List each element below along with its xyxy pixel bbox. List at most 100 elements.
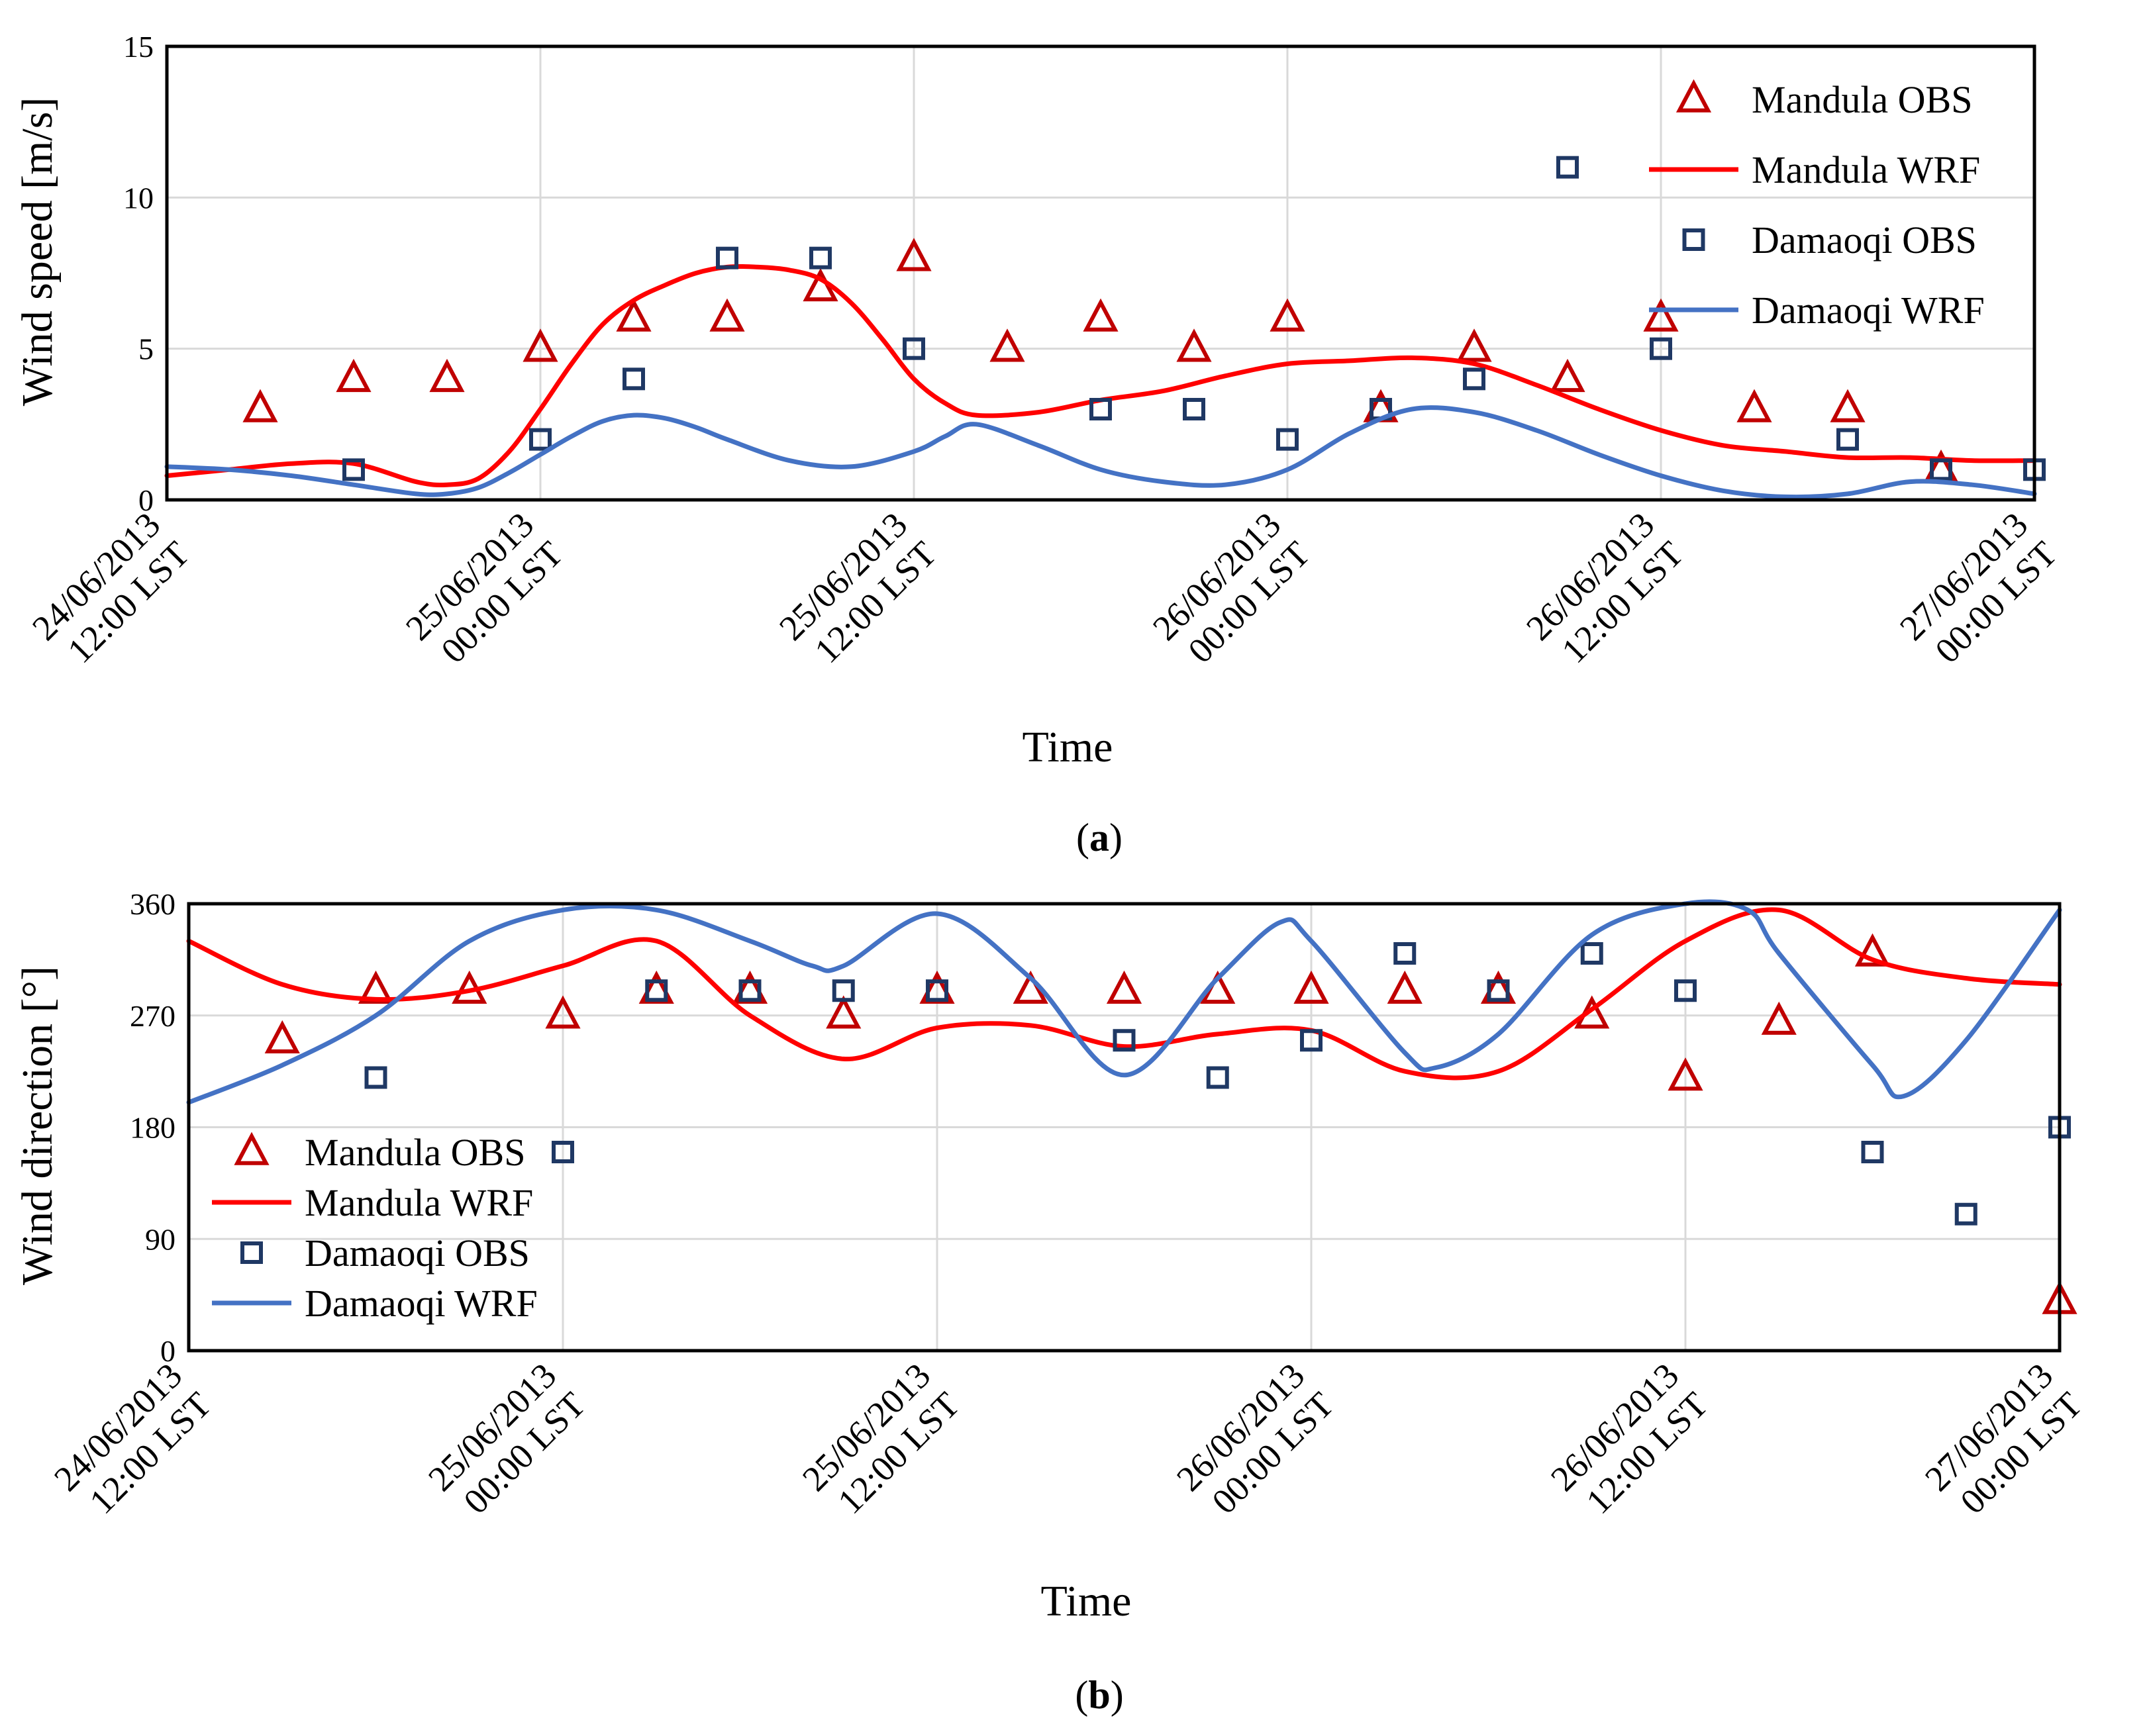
panel-letter-b: b [1088, 1673, 1110, 1717]
damaoqi-obs-point [623, 367, 645, 391]
x-axis-title-b: Time [1041, 1577, 1132, 1625]
damaoqi-obs-point [1580, 942, 1603, 965]
legend-b: Mandula OBS Mandula WRF Damaoqi OBS Damaoqi… [212, 1131, 538, 1325]
mandula-obs-point [1176, 328, 1212, 362]
damaoqi-obs-point [1276, 428, 1299, 451]
damaoqi-obs-point [529, 428, 552, 451]
y-tick-label: 0 [138, 483, 154, 517]
damaoqi-obs-point [1463, 367, 1485, 391]
mandula-obs-point [1456, 328, 1492, 362]
plot-frame-b [187, 902, 2062, 1353]
mandula-obs-point [1761, 1001, 1797, 1035]
series-group-b [186, 899, 2077, 1314]
mandula-obs-point [1293, 970, 1329, 1004]
damaoqi-wrf-line [164, 405, 2037, 500]
y-tick-label: 180 [130, 1111, 175, 1145]
mandula-obs-point [826, 995, 862, 1029]
legend-swatch-mandula-obs [1675, 79, 1712, 113]
y-tick-label: 0 [160, 1334, 175, 1368]
mandula-obs-point [1854, 933, 1891, 967]
mandula-obs-point [1387, 970, 1423, 1004]
legend-label-damaoqi-obs: Damaoqi OBS [1752, 218, 1977, 262]
damaoqi-obs-point [1089, 398, 1112, 420]
mandula-obs-point [429, 358, 465, 393]
damaoqi-obs-point [552, 1141, 574, 1163]
plot-frame-a [165, 44, 2036, 502]
damaoqi-obs-point [1393, 942, 1417, 965]
damaoqi-obs-point [926, 979, 948, 1002]
mandula-obs-point [523, 328, 558, 362]
legend-swatch-damaoqi-obs [1682, 228, 1705, 251]
damaoqi-obs-point [716, 246, 738, 269]
mandula-wrf-line [186, 907, 2062, 1081]
mandula-obs-point [989, 328, 1025, 362]
damaoqi-obs-markers [364, 942, 2071, 1226]
damaoqi-obs-point [1650, 337, 1672, 360]
damaoqi-obs-point [645, 979, 668, 1002]
mandula-wrf-line [164, 264, 2037, 488]
mandula-obs-point [1668, 1057, 1703, 1091]
grid-b [189, 904, 2060, 1351]
damaoqi-obs-point [903, 337, 925, 360]
legend-swatch-mandula-obs [234, 1132, 270, 1165]
damaoqi-obs-point [1954, 1202, 1977, 1226]
mandula-obs-markers [242, 238, 1959, 483]
damaoqi-obs-point [1206, 1066, 1229, 1089]
legend-label-mandula-obs: Mandula OBS [1752, 78, 1973, 121]
y-tick-labels-a: 0 5 10 15 [123, 30, 154, 517]
legend-swatch-damaoqi-obs [240, 1241, 263, 1264]
mandula-obs-point [1106, 970, 1142, 1004]
damaoqi-obs-point [1674, 979, 1697, 1002]
damaoqi-obs-point [364, 1066, 387, 1089]
damaoqi-obs-point [1183, 398, 1205, 420]
mandula-obs-point [1736, 389, 1772, 422]
y-tick-label: 360 [130, 887, 175, 921]
damaoqi-obs-point [832, 979, 855, 1002]
legend-label-damaoqi-obs: Damaoqi OBS [305, 1231, 530, 1275]
panel-label-b: (b) [1075, 1673, 1123, 1717]
x-axis-title-a: Time [1023, 723, 1113, 771]
mandula-obs-point [709, 298, 745, 332]
damaoqi-obs-point [342, 458, 365, 481]
mandula-obs-point [1643, 298, 1679, 332]
y-tick-label: 15 [123, 30, 154, 64]
mandula-obs-point [1550, 358, 1585, 393]
y-tick-labels-b: 0 90 180 270 360 [130, 887, 175, 1368]
damaoqi-obs-point [1861, 1141, 1884, 1163]
damaoqi-obs-point [809, 246, 832, 269]
damaoqi-obs-point [1487, 979, 1510, 1002]
grid-a [167, 46, 2034, 500]
y-tick-label: 90 [145, 1222, 175, 1256]
damaoqi-wrf-line [186, 899, 2062, 1105]
legend-label-mandula-obs: Mandula OBS [305, 1131, 526, 1174]
panel-label-a: (a) [1076, 816, 1123, 859]
mandula-obs-point [336, 358, 372, 393]
legend-label-mandula-wrf: Mandula WRF [1752, 148, 1980, 191]
y-tick-label: 10 [123, 181, 154, 215]
panel-letter-a: a [1089, 816, 1109, 859]
damaoqi-obs-point [1556, 156, 1579, 179]
y-tick-label: 5 [138, 332, 154, 366]
series-group-a [164, 156, 2046, 500]
damaoqi-obs-point [738, 979, 762, 1002]
damaoqi-obs-point [1836, 428, 1859, 451]
mandula-obs-point [264, 1020, 300, 1054]
legend-label-damaoqi-wrf: Damaoqi WRF [1752, 289, 1985, 332]
mandula-obs-markers [264, 933, 2077, 1314]
y-axis-title-b: Wind direction [°] [13, 966, 62, 1285]
